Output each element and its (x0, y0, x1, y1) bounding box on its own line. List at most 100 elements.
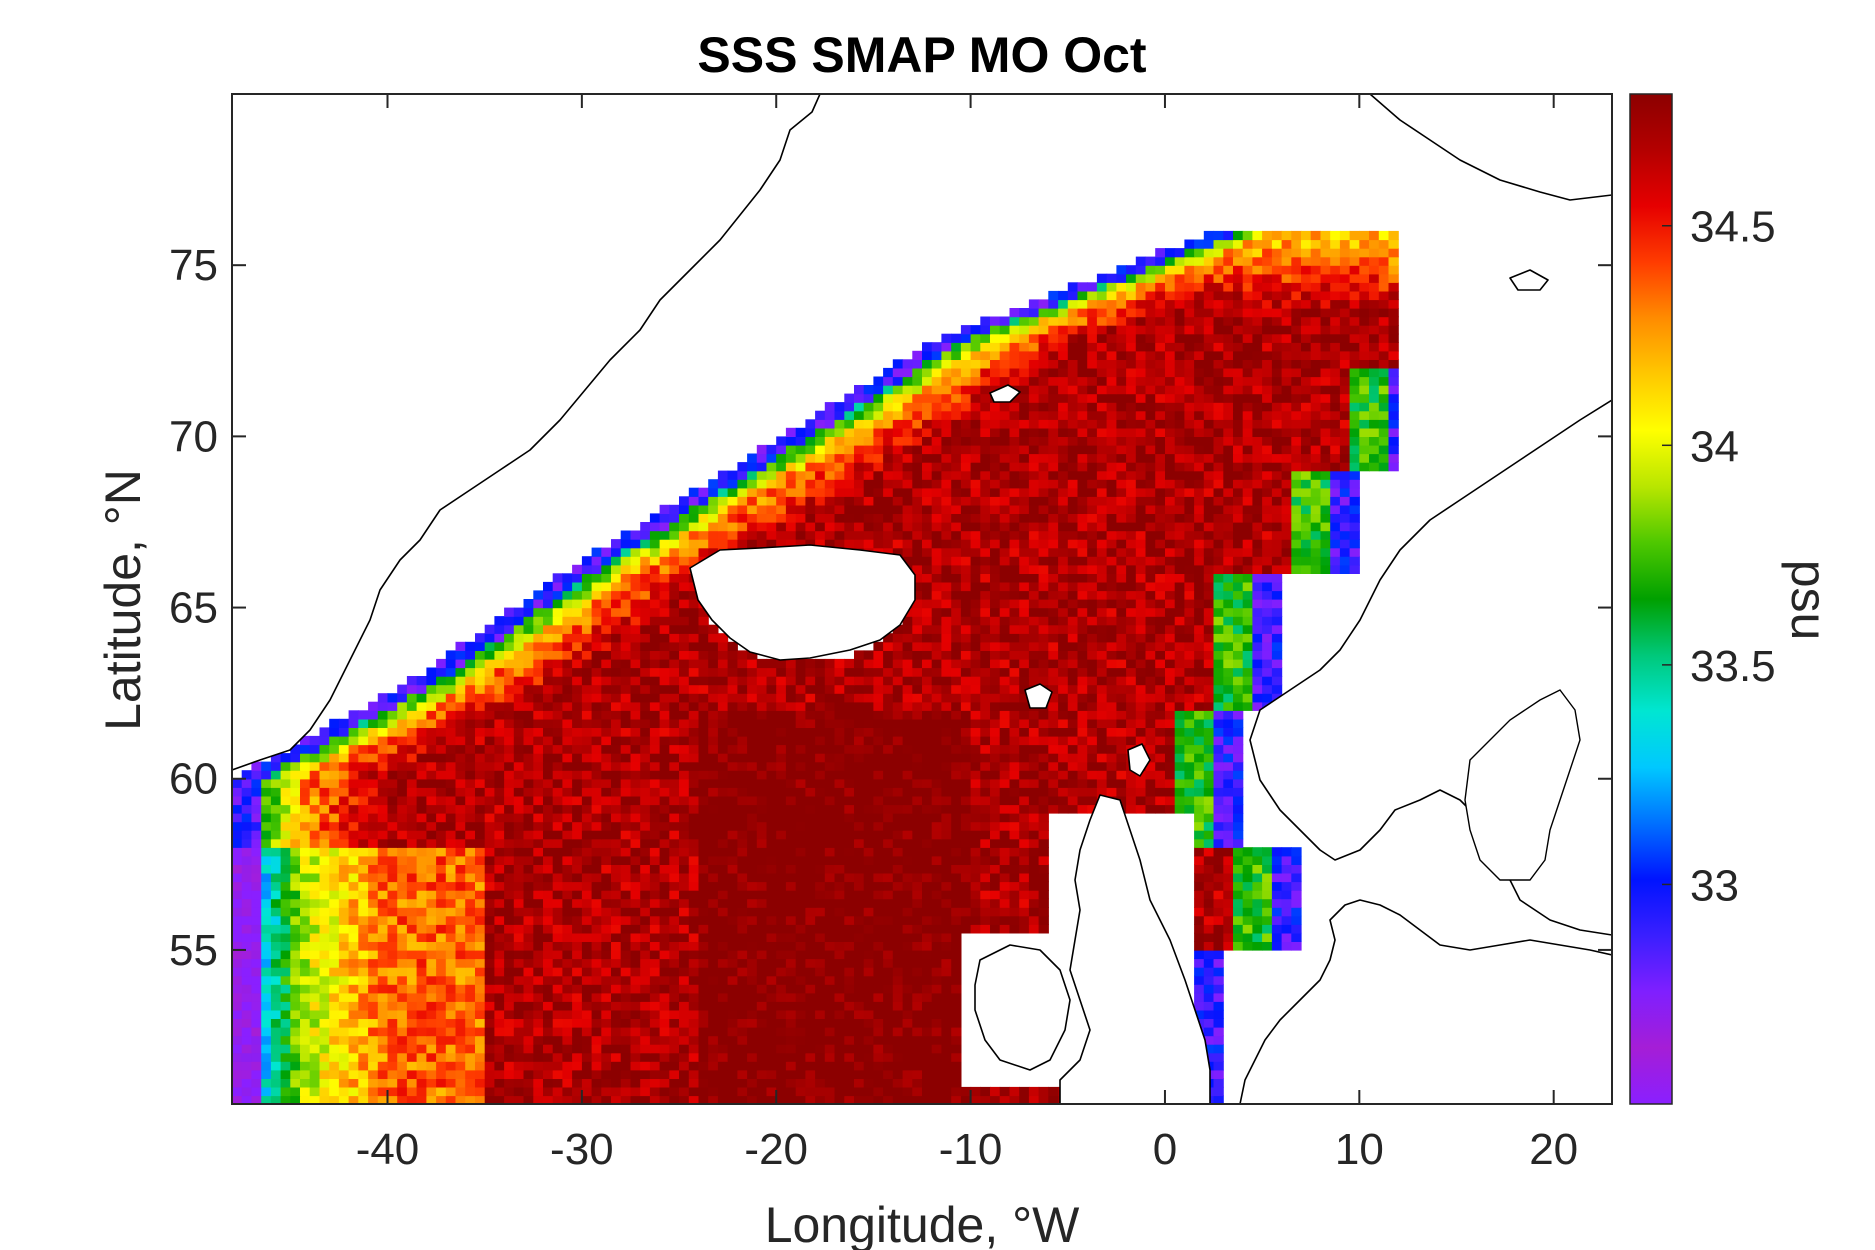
sss-cell (1087, 658, 1098, 669)
sss-cell (581, 975, 593, 985)
sss-cell (776, 830, 787, 840)
sss-cell (562, 761, 573, 771)
sss-cell (504, 658, 515, 669)
sss-cell (922, 1086, 933, 1097)
sss-cell (513, 616, 525, 626)
sss-cell (912, 847, 923, 857)
sss-cell (300, 735, 311, 746)
sss-cell (1135, 735, 1147, 746)
sss-cell (756, 881, 768, 891)
sss-cell (1203, 1018, 1215, 1028)
sss-cell (581, 1027, 593, 1037)
sss-cell (368, 813, 379, 823)
sss-cell (1165, 633, 1176, 643)
sss-cell (494, 821, 505, 831)
sss-cell (309, 830, 320, 840)
sss-cell (436, 932, 447, 942)
sss-cell (922, 795, 933, 806)
sss-cell (1262, 907, 1273, 917)
sss-cell (475, 1086, 486, 1097)
sss-cell (854, 838, 865, 848)
sss-cell (513, 641, 525, 651)
sss-cell (698, 778, 709, 788)
sss-cell (445, 1027, 457, 1037)
sss-cell (717, 949, 729, 960)
sss-cell (902, 1095, 913, 1104)
sss-cell (270, 830, 282, 840)
sss-cell (397, 718, 408, 728)
sss-cell (766, 881, 777, 891)
sss-cell (338, 958, 350, 968)
sss-cell (717, 1069, 729, 1079)
sss-cell (1213, 1044, 1224, 1054)
sss-cell (591, 718, 602, 728)
sss-cell (523, 787, 534, 797)
sss-cell (475, 813, 486, 823)
sss-cell (766, 847, 777, 857)
sss-cell (854, 727, 865, 737)
sss-cell (426, 821, 437, 831)
sss-cell (708, 710, 719, 720)
sss-cell (397, 1044, 408, 1054)
sss-cell (309, 795, 320, 806)
sss-cell (290, 984, 301, 994)
sss-cell (1155, 676, 1166, 686)
sss-cell (543, 787, 554, 797)
sss-cell (708, 864, 719, 874)
sss-cell (883, 1035, 894, 1045)
sss-cell (581, 676, 593, 686)
sss-cell (611, 1009, 622, 1019)
sss-cell (358, 753, 369, 763)
sss-cell (970, 624, 981, 634)
sss-cell (552, 967, 563, 977)
sss-cell (406, 1035, 418, 1045)
sss-cell (873, 967, 884, 977)
sss-cell (649, 667, 661, 677)
sss-cell (854, 650, 865, 660)
sss-cell (931, 984, 942, 994)
sss-cell (1019, 890, 1030, 900)
sss-cell (960, 744, 972, 754)
sss-cell (455, 898, 466, 908)
sss-cell (1233, 813, 1244, 823)
sss-cell (747, 701, 758, 711)
sss-cell (747, 735, 758, 746)
sss-cell (241, 864, 252, 874)
sss-cell (465, 821, 476, 831)
sss-cell (756, 924, 768, 934)
sss-cell (1135, 795, 1147, 806)
sss-cell (1194, 770, 1205, 780)
sss-cell (1019, 744, 1030, 754)
sss-cell (591, 1052, 602, 1062)
sss-cell (747, 1027, 758, 1037)
sss-cell (552, 753, 563, 763)
sss-cell (785, 667, 797, 677)
sss-cell (1058, 770, 1069, 780)
sss-cell (445, 795, 457, 806)
sss-cell (591, 1001, 602, 1011)
sss-cell (261, 847, 272, 857)
sss-cell (1009, 684, 1020, 694)
sss-cell (669, 1069, 680, 1079)
sss-cell (533, 718, 544, 728)
sss-cell (1213, 727, 1224, 737)
sss-cell (406, 1095, 418, 1104)
sss-cell (854, 1052, 865, 1062)
sss-cell (387, 1001, 398, 1011)
sss-cell (747, 1086, 758, 1097)
sss-cell (1009, 727, 1020, 737)
sss-cell (795, 1086, 806, 1097)
sss-cell (513, 667, 525, 677)
sss-cell (504, 907, 515, 917)
sss-cell (319, 778, 330, 788)
sss-cell (475, 744, 486, 754)
sss-cell (970, 1086, 981, 1097)
sss-cell (669, 701, 680, 711)
sss-cell (426, 1078, 437, 1088)
sss-cell (717, 1018, 729, 1028)
sss-cell (698, 821, 709, 831)
sss-cell (844, 813, 855, 823)
sss-cell (338, 967, 350, 977)
sss-cell (290, 753, 301, 763)
sss-cell (1223, 907, 1234, 917)
